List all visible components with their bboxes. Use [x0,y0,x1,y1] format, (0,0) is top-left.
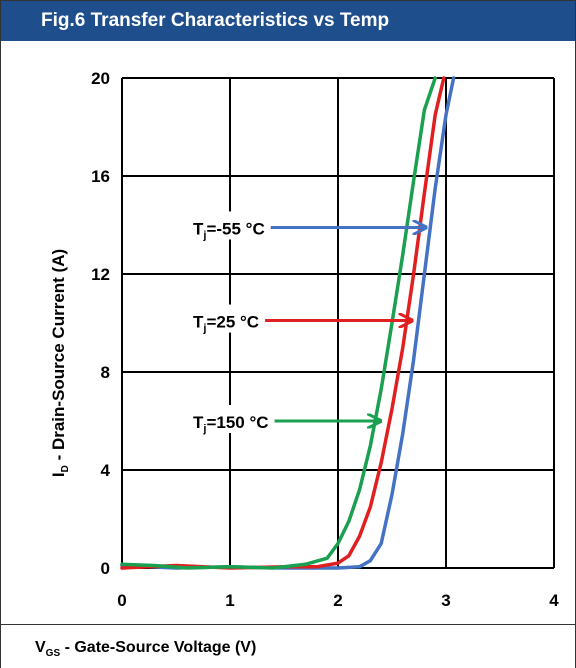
x-tick-label-0: 0 [117,591,126,610]
series-label-prefix-0: T [193,219,204,238]
plot-grid [121,77,555,569]
series-label-rest-1: =25 °C [206,313,259,332]
series-label-prefix-2: T [193,413,204,432]
series-label-2: Tj=150 °C [193,413,269,435]
y-tick-label-0: 0 [101,559,110,578]
y-axis-label-sub: D [60,465,71,472]
y-axis-label-prefix: I [49,472,68,477]
series-label-prefix-1: T [193,313,204,332]
y-axis-label: ID - Drain-Source Current (A) [49,249,71,477]
x-axis-label-sub: GS [45,648,61,660]
y-tick-label-1: 4 [101,461,111,480]
series-line-0 [120,76,456,570]
x-axis-label: VGS - Gate-Source Voltage (V) [35,639,256,659]
series-label-bg-1 [189,304,264,333]
series-label-rest-0: =-55 °C [206,219,264,238]
series-label-sub-1: j [202,323,206,335]
series-label-bg-0 [189,211,269,240]
x-axis-label-rest: - Gate-Source Voltage (V) [60,639,257,656]
y-tick-label-3: 12 [91,265,110,284]
x-axis-label-prefix: V [35,639,46,656]
x-tick-label-3: 3 [441,591,450,610]
series-line-1 [120,76,446,570]
figure-title: Fig.6 Transfer Characteristics vs Temp [41,10,390,31]
x-axis-label-bar: VGS - Gate-Source Voltage (V) [1,624,575,668]
x-tick-label-4: 4 [549,591,559,610]
series-label-bg-2 [189,405,273,433]
series-label-1: Tj=25 °C [193,313,259,335]
series-label-rest-2: =150 °C [206,413,268,432]
figure-header: Fig.6 Transfer Characteristics vs Temp [1,1,575,41]
series-lines [120,76,456,570]
series-label-sub-2: j [202,423,206,435]
y-tick-label-5: 20 [91,69,110,88]
y-tick-label-2: 8 [101,363,110,382]
x-tick-label-1: 1 [225,591,234,610]
y-tick-label-4: 16 [91,167,110,186]
series-line-2 [120,76,437,570]
series-label-0: Tj=-55 °C [193,219,265,241]
series-label-sub-0: j [202,229,206,241]
series-annotations: Tj=-55 °CTj=25 °CTj=150 °C [189,211,426,435]
x-tick-label-2: 2 [333,591,342,610]
y-axis-label-rest: - Drain-Source Current (A) [49,249,68,465]
